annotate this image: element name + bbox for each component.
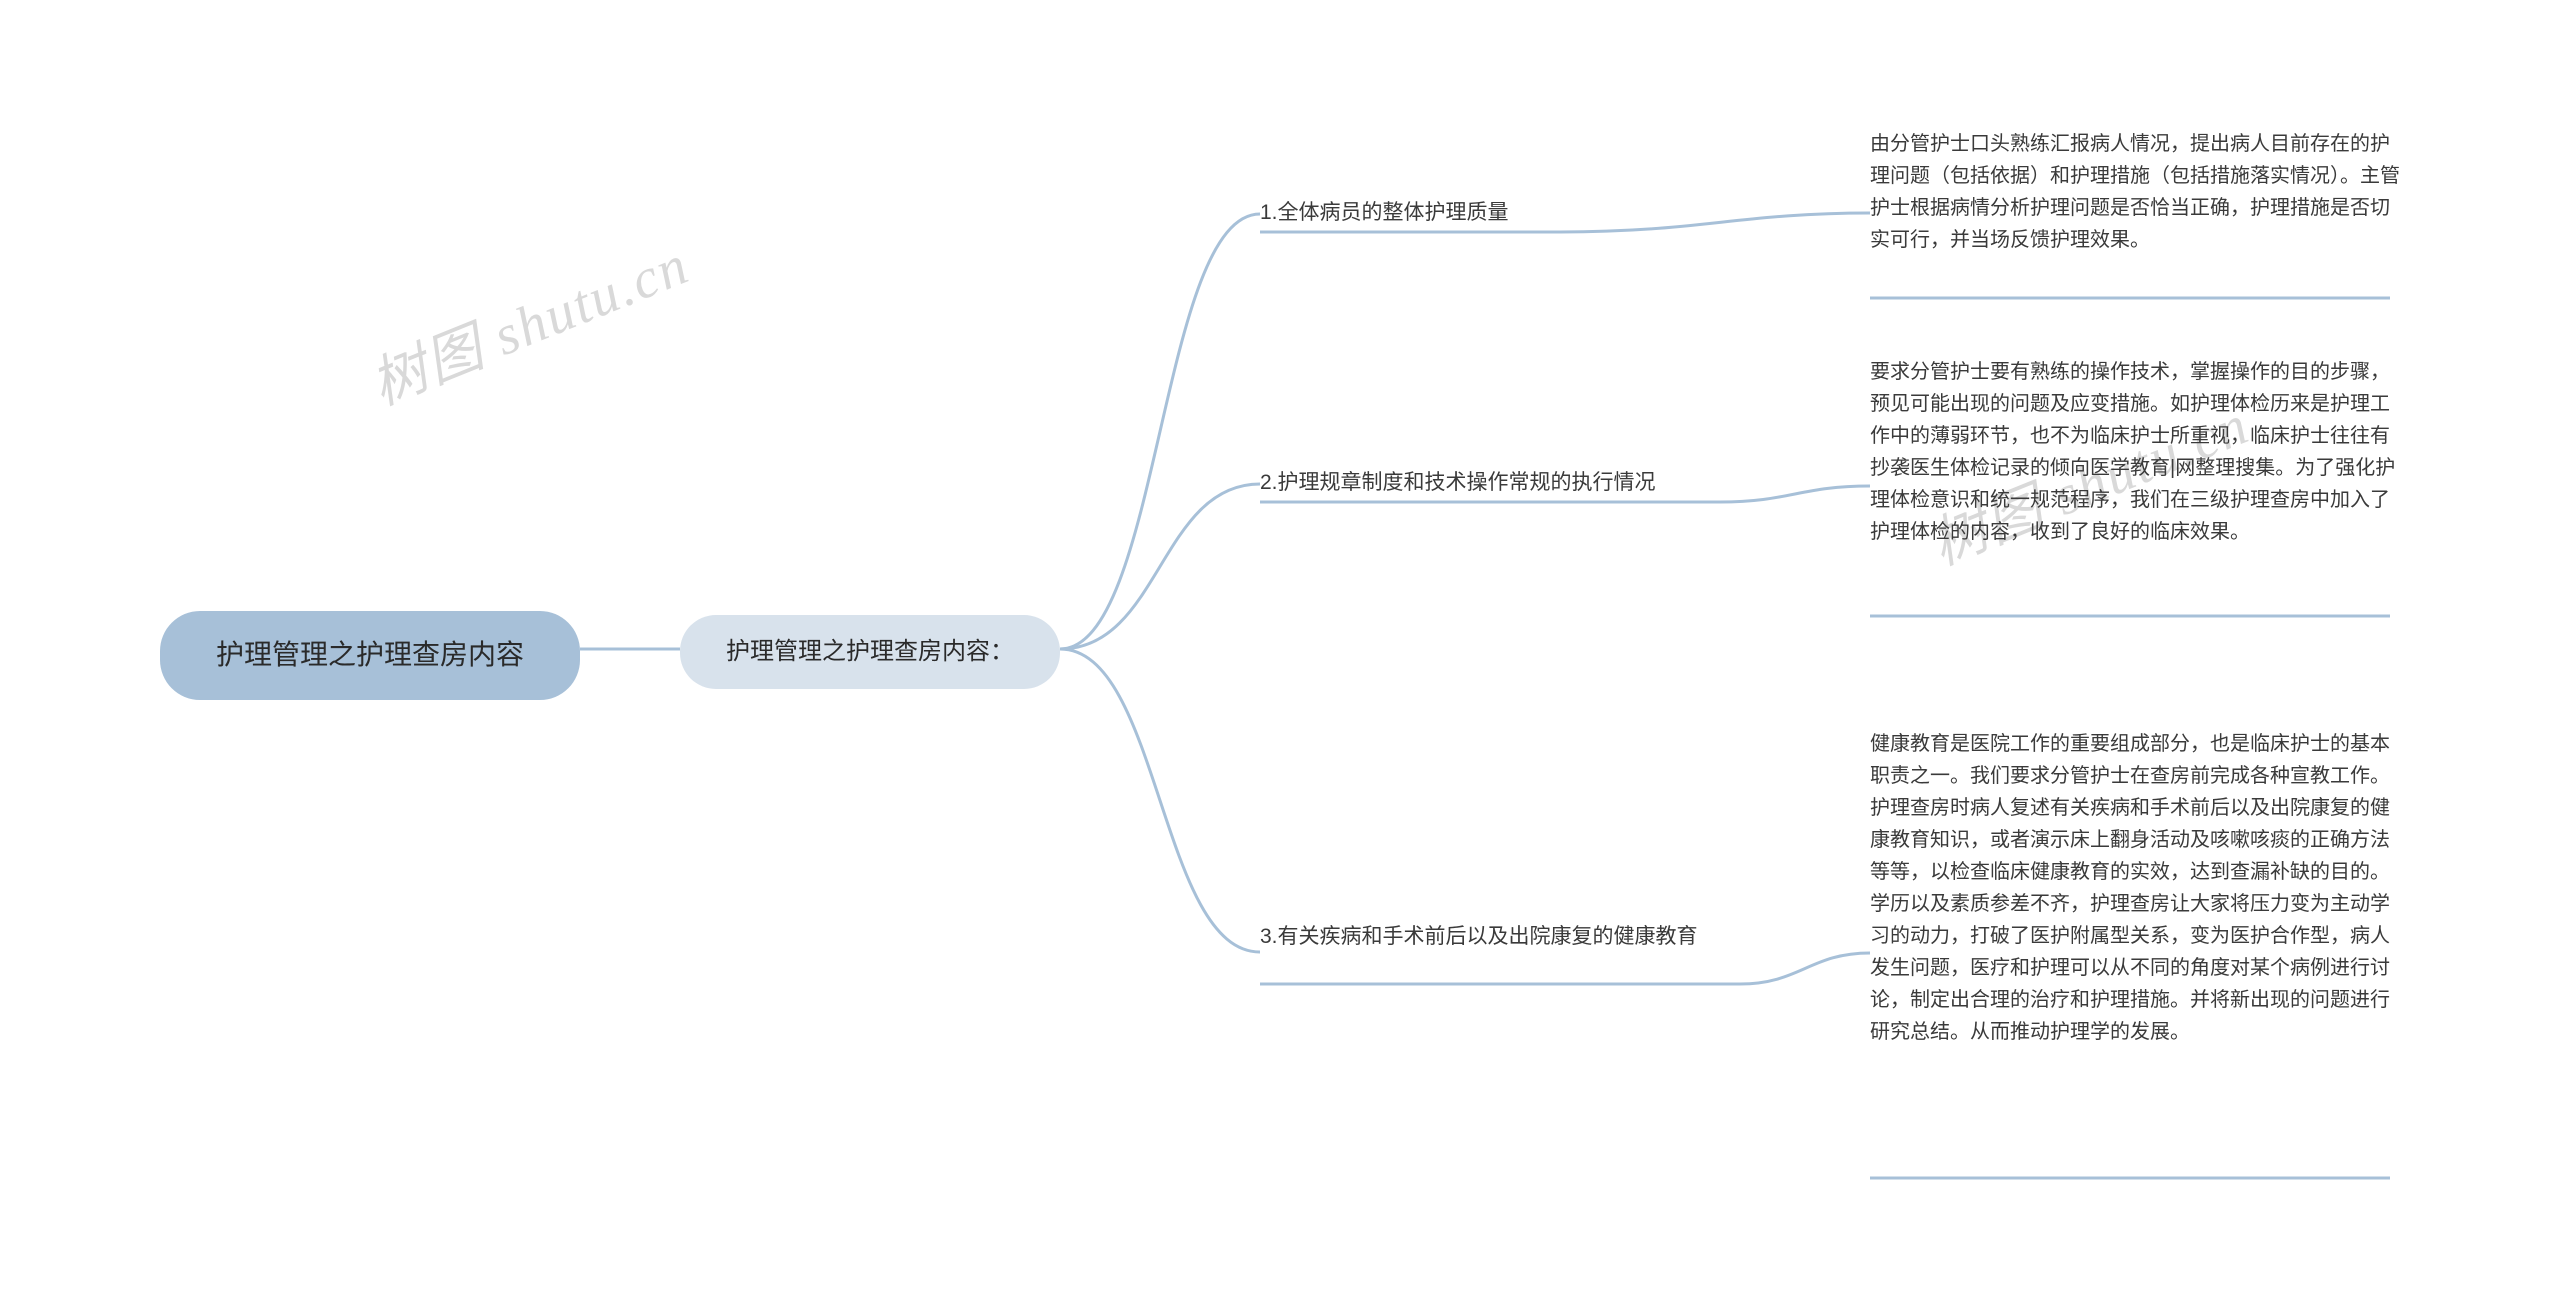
- mindmap-canvas: 树图 shutu.cn 树图 shutu.cn 护理管理之护理查房内容 护理管理…: [0, 0, 2560, 1295]
- level1-node[interactable]: 护理管理之护理查房内容：: [680, 615, 1060, 689]
- edge-l1-t3: [1060, 649, 1260, 952]
- detail-node-2[interactable]: 要求分管护士要有熟练的操作技术，掌握操作的目的步骤，预见可能出现的问题及应变措施…: [1870, 356, 2400, 548]
- topic-2-label: 2.护理规章制度和技术操作常规的执行情况: [1260, 466, 1656, 500]
- detail-node-1[interactable]: 由分管护士口头熟练汇报病人情况，提出病人目前存在的护理问题（包括依据）和护理措施…: [1870, 128, 2400, 256]
- detail-1-text: 由分管护士口头熟练汇报病人情况，提出病人目前存在的护理问题（包括依据）和护理措施…: [1870, 128, 2400, 256]
- root-label: 护理管理之护理查房内容: [216, 633, 524, 678]
- watermark: 树图 shutu.cn: [357, 220, 699, 421]
- edge-t2-d2: [1720, 486, 1870, 502]
- level1-label: 护理管理之护理查房内容：: [726, 633, 1014, 671]
- edge-l1-t1: [1060, 214, 1260, 649]
- topic-1-label: 1.全体病员的整体护理质量: [1260, 196, 1509, 230]
- topic-3-label: 3.有关疾病和手术前后以及出院康复的健康教育: [1260, 920, 1698, 954]
- edge-t1-d1: [1560, 213, 1870, 232]
- topic-node-3[interactable]: 3.有关疾病和手术前后以及出院康复的健康教育: [1260, 920, 1698, 954]
- edge-l1-t2: [1060, 484, 1260, 649]
- root-node[interactable]: 护理管理之护理查房内容: [160, 611, 580, 700]
- topic-node-1[interactable]: 1.全体病员的整体护理质量: [1260, 196, 1509, 230]
- detail-2-text: 要求分管护士要有熟练的操作技术，掌握操作的目的步骤，预见可能出现的问题及应变措施…: [1870, 356, 2400, 548]
- edge-t3-d3: [1740, 953, 1870, 984]
- detail-node-3[interactable]: 健康教育是医院工作的重要组成部分，也是临床护士的基本职责之一。我们要求分管护士在…: [1870, 728, 2400, 1048]
- detail-3-text: 健康教育是医院工作的重要组成部分，也是临床护士的基本职责之一。我们要求分管护士在…: [1870, 728, 2400, 1048]
- topic-node-2[interactable]: 2.护理规章制度和技术操作常规的执行情况: [1260, 466, 1656, 500]
